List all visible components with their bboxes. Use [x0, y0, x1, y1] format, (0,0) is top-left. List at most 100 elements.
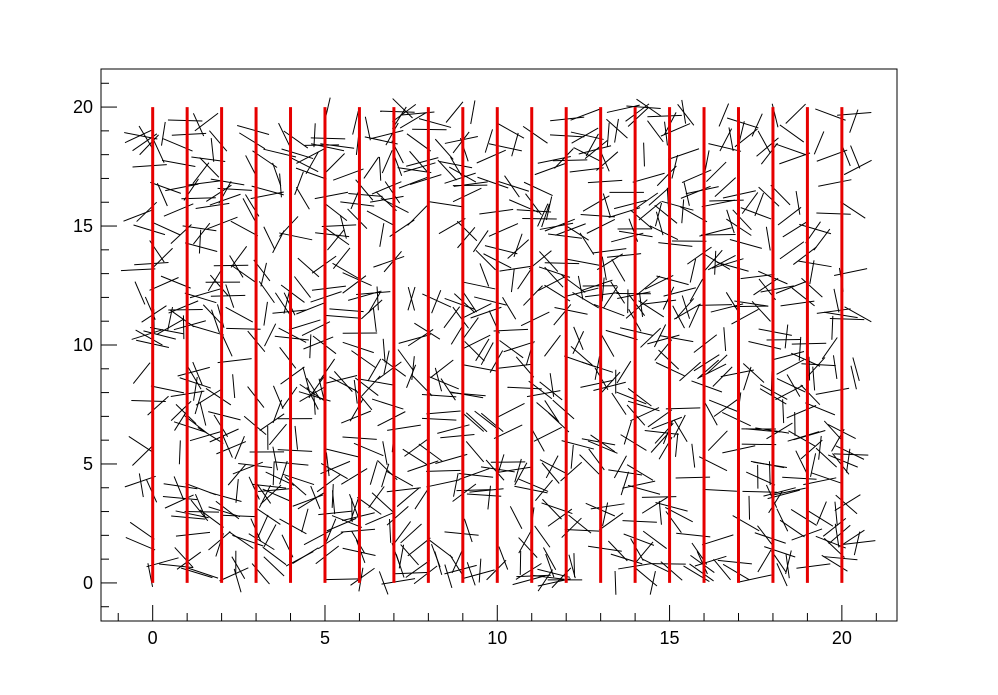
needle	[237, 125, 269, 134]
needle	[652, 417, 682, 429]
x-tick-label: 10	[487, 628, 507, 648]
needle	[481, 342, 493, 364]
needle	[350, 399, 363, 421]
needle	[398, 350, 414, 371]
needle	[775, 385, 803, 399]
needle	[211, 295, 245, 296]
needle	[199, 230, 200, 254]
y-tick-label: 15	[73, 216, 93, 236]
needle	[524, 182, 553, 195]
needle	[836, 446, 864, 460]
needle	[748, 341, 781, 349]
needle	[372, 399, 403, 409]
needle	[603, 503, 608, 527]
needle	[195, 113, 218, 131]
needle	[273, 461, 274, 485]
x-tick-label: 20	[832, 628, 852, 648]
needle	[280, 347, 296, 368]
needle	[369, 486, 385, 507]
needle	[233, 374, 235, 398]
needle	[273, 386, 283, 409]
needle	[211, 179, 244, 185]
needle	[395, 521, 411, 542]
needle	[500, 266, 534, 271]
needle	[348, 193, 382, 196]
needle	[464, 519, 472, 542]
needle	[690, 259, 695, 282]
needle	[249, 477, 259, 500]
needle	[787, 374, 800, 396]
needle	[401, 524, 422, 543]
needle	[617, 361, 631, 383]
needle	[302, 509, 308, 532]
needle	[717, 262, 749, 271]
needle	[263, 547, 286, 565]
needle	[407, 365, 416, 388]
needle	[359, 379, 392, 385]
needle	[310, 334, 311, 358]
needle	[193, 362, 202, 385]
needle	[497, 403, 525, 417]
needle	[724, 327, 726, 351]
needle	[801, 278, 822, 297]
needle	[655, 205, 677, 223]
needle	[315, 192, 348, 198]
needle	[658, 243, 692, 247]
needle	[835, 502, 837, 526]
needle	[519, 531, 531, 553]
needle	[296, 149, 323, 163]
needle	[684, 182, 689, 206]
needle	[628, 485, 660, 494]
needle	[152, 222, 181, 235]
needle	[538, 276, 566, 290]
needle	[510, 506, 522, 528]
needle	[588, 546, 622, 551]
needle	[419, 444, 443, 461]
needle	[830, 319, 864, 320]
needle	[453, 188, 481, 202]
needle	[279, 233, 312, 240]
needle	[223, 435, 233, 458]
needle	[534, 427, 562, 441]
needle	[611, 554, 642, 564]
needle	[564, 356, 595, 367]
needle	[379, 157, 380, 181]
needle	[403, 449, 428, 465]
needle	[840, 202, 865, 218]
needle	[480, 263, 489, 286]
needle	[766, 227, 770, 251]
needle	[782, 477, 816, 479]
needle	[650, 226, 678, 240]
needle	[264, 557, 284, 576]
needle	[829, 525, 851, 544]
needle	[573, 331, 584, 354]
needle	[169, 301, 199, 313]
needle	[326, 315, 360, 318]
needle	[325, 153, 345, 173]
needle	[614, 456, 626, 478]
needle	[226, 307, 253, 322]
needle	[755, 193, 764, 216]
needle	[570, 168, 604, 172]
needle	[324, 203, 347, 221]
needle	[462, 282, 495, 289]
needle	[603, 286, 617, 308]
needle	[535, 526, 550, 547]
needle	[193, 163, 209, 184]
needle	[446, 102, 463, 123]
needle	[792, 288, 815, 306]
needle	[471, 100, 475, 124]
needle	[437, 425, 469, 434]
needle	[380, 223, 384, 247]
needle	[718, 560, 752, 564]
needle	[511, 268, 514, 292]
needle	[647, 115, 681, 116]
needle	[819, 436, 822, 460]
needle	[377, 286, 378, 310]
needle	[645, 431, 679, 435]
needle	[426, 411, 460, 414]
needle	[264, 227, 275, 250]
needle	[761, 143, 777, 164]
needle	[622, 481, 655, 488]
needle	[687, 247, 711, 264]
